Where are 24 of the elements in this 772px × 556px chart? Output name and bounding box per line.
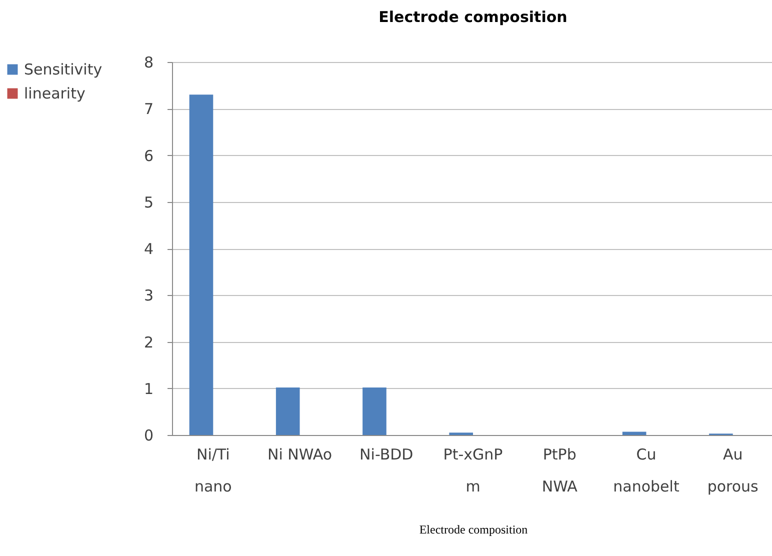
x-tick-label: Pt-xGnP m [443, 446, 503, 496]
x-axis-title: Electrode composition [419, 522, 528, 536]
y-tick-label: 1 [144, 380, 154, 398]
y-tick-label: 3 [144, 286, 154, 305]
y-tick-label: 2 [144, 333, 154, 352]
bar [362, 387, 386, 435]
bar [189, 94, 214, 435]
legend-label: linearity [24, 84, 86, 102]
y-tick-label: 4 [144, 240, 154, 258]
y-tick-label: 8 [144, 54, 154, 72]
y-tick-label: 7 [144, 100, 154, 118]
y-tick-label: 0 [144, 426, 154, 444]
y-tick-label: 5 [144, 193, 154, 212]
y-tick-label: 6 [144, 146, 154, 165]
x-tick-label: Cu nanobelt [613, 446, 680, 496]
x-tick-label: Au porous [707, 446, 759, 496]
x-tick-label: Ni/Ti nano [194, 446, 232, 496]
bar [622, 432, 646, 435]
legend-label: Sensitivity [24, 60, 102, 78]
x-tick-label: PtPb NWA [542, 446, 578, 496]
bar [276, 387, 300, 435]
x-tick-label: Ni NWAo [267, 446, 332, 464]
x-tick-label: Ni-BDD [360, 446, 414, 464]
chart-title: Electrode composition [378, 8, 568, 26]
